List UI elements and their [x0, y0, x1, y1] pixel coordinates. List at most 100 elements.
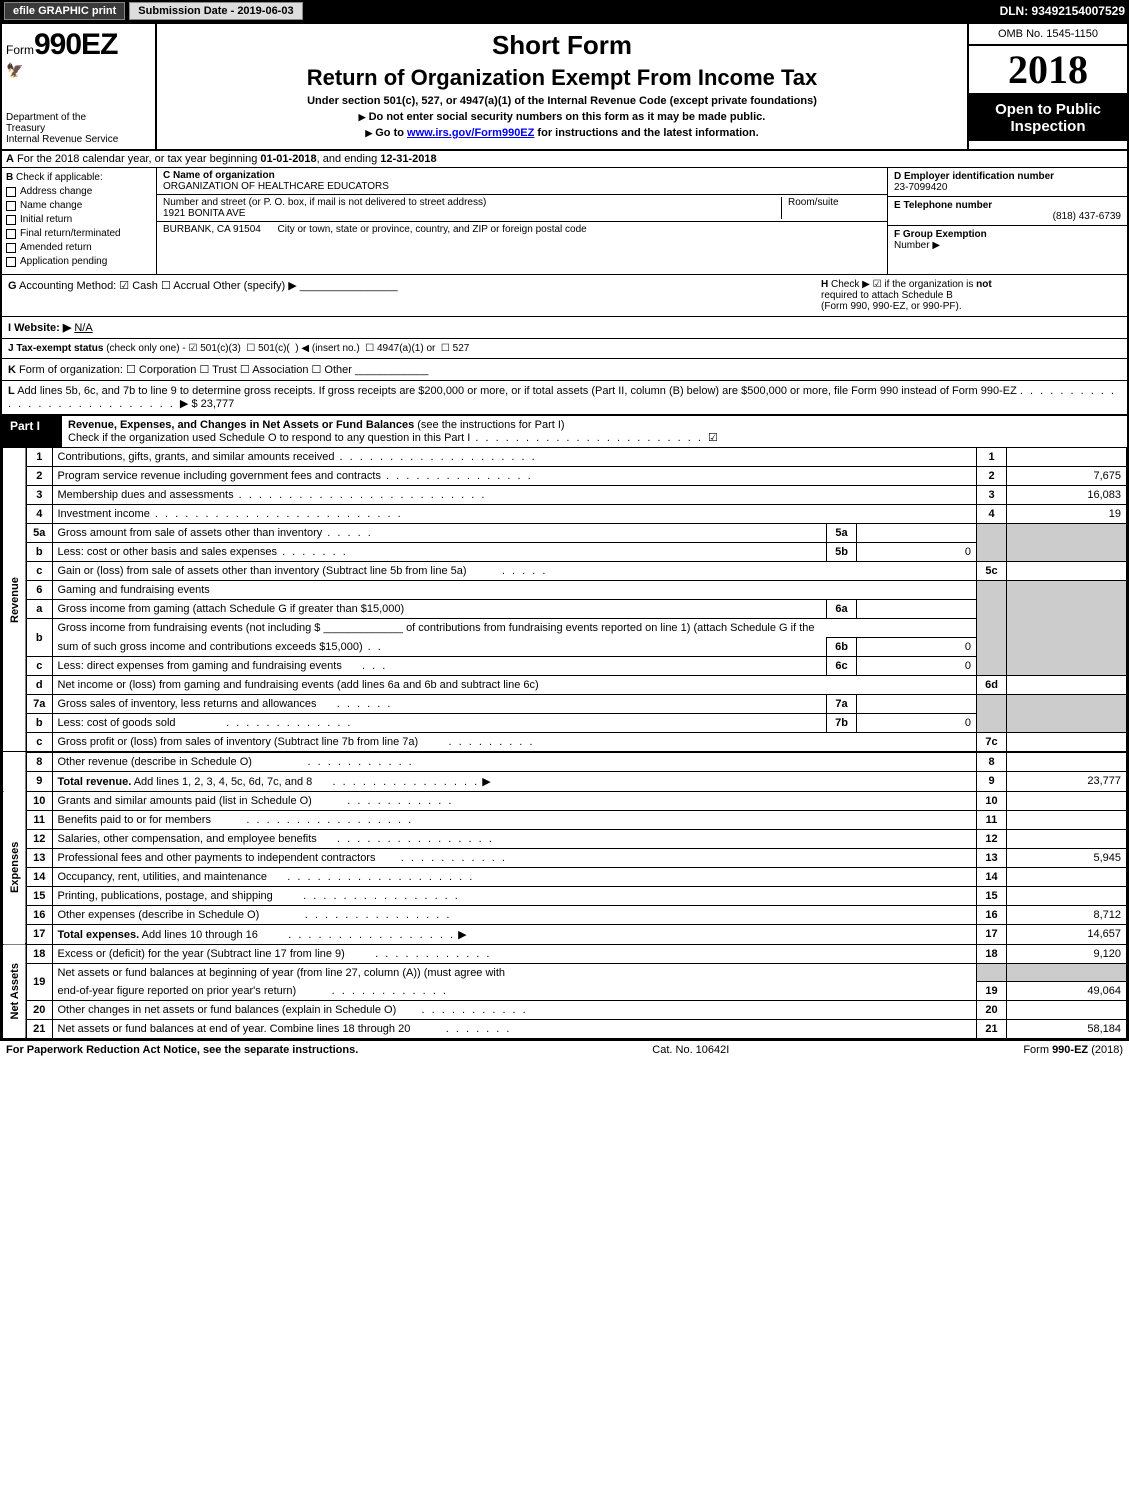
column-def: D Employer identification number 23-7099… — [887, 168, 1127, 274]
line-15-num: 15 — [26, 886, 52, 905]
line-19-num: 19 — [26, 963, 52, 1001]
line-15-desc: Printing, publications, postage, and shi… — [58, 890, 273, 902]
line-17-rnum: 17 — [977, 924, 1007, 944]
line-14-desc: Occupancy, rent, utilities, and maintena… — [58, 871, 268, 883]
line-5a-num: 5a — [26, 524, 52, 543]
checkbox-application-pending[interactable] — [6, 257, 16, 267]
header-left: Form990EZ 🦅 Department of the Treasury I… — [2, 24, 157, 149]
line-7b-num: b — [26, 714, 52, 733]
privacy-notice: Do not enter social security numbers on … — [167, 111, 957, 123]
tax-year-end: 12-31-2018 — [380, 153, 436, 165]
row-a: A For the 2018 calendar year, or tax yea… — [2, 151, 1127, 168]
part-1-title: Revenue, Expenses, and Changes in Net As… — [68, 419, 414, 431]
line-21-rnum: 21 — [977, 1020, 1007, 1039]
line-5b-mv: 0 — [857, 543, 977, 562]
shade-6-val — [1007, 581, 1127, 676]
label-b: B — [6, 172, 13, 183]
line-6c-mn: 6c — [827, 657, 857, 676]
line-14-val — [1007, 867, 1127, 886]
line-10-num: 10 — [26, 791, 52, 810]
form-header: Form990EZ 🦅 Department of the Treasury I… — [2, 24, 1127, 151]
h-not: not — [976, 279, 992, 290]
c-name-label: C Name of organization — [163, 170, 881, 181]
part-1-check-line: Check if the organization used Schedule … — [68, 432, 470, 444]
form-of-organization: Form of organization: ☐ Corporation ☐ Tr… — [19, 364, 352, 376]
line-16-val: 8,712 — [1007, 905, 1127, 924]
line-6b-desc2: of contributions from fundraising events… — [406, 622, 814, 634]
label-h: H — [821, 279, 828, 290]
phone-value: (818) 437-6739 — [894, 211, 1121, 222]
line-6a-mn: 6a — [827, 600, 857, 619]
line-17-num: 17 — [26, 924, 52, 944]
column-c: C Name of organization ORGANIZATION OF H… — [157, 168, 887, 274]
line-4-num: 4 — [26, 505, 52, 524]
under-section: Under section 501(c), 527, or 4947(a)(1)… — [167, 95, 957, 107]
row-gh: G Accounting Method: ☑ Cash ☐ Accrual Ot… — [2, 275, 1127, 317]
row-j: J Tax-exempt status Tax-exempt status (c… — [2, 339, 1127, 359]
sidebar-revenue: Revenue — [3, 448, 27, 752]
line-7b-mn: 7b — [827, 714, 857, 733]
line-6-num: 6 — [26, 581, 52, 600]
part-1-title-rest: (see the instructions for Part I) — [414, 419, 564, 431]
row-k: K Form of organization: ☐ Corporation ☐ … — [2, 359, 1127, 381]
line-1-num: 1 — [26, 448, 52, 467]
line-19-desc2: end-of-year figure reported on prior yea… — [58, 985, 297, 997]
footer-form-year: (2018) — [1088, 1044, 1123, 1056]
shade-7ab-val — [1007, 695, 1127, 733]
checkbox-initial-return[interactable] — [6, 215, 16, 225]
line-6b-mn: 6b — [827, 638, 857, 657]
line-16-rnum: 16 — [977, 905, 1007, 924]
row-l: L Add lines 5b, 6c, and 7b to line 9 to … — [2, 381, 1127, 416]
checkbox-amended-return[interactable] — [6, 243, 16, 253]
accounting-method-label: Accounting Method: — [19, 280, 116, 292]
line-6d-val — [1007, 676, 1127, 695]
group-exemption-number-label: Number — [894, 240, 930, 251]
line-11-desc: Benefits paid to or for members — [58, 814, 211, 826]
line-9-val: 23,777 — [1007, 771, 1127, 791]
line-6b-num: b — [26, 619, 52, 657]
line-8-desc: Other revenue (describe in Schedule O) — [58, 756, 252, 768]
line-14-num: 14 — [26, 867, 52, 886]
line-21-num: 21 — [26, 1020, 52, 1039]
line-6b-desc3: sum of such gross income and contributio… — [58, 641, 363, 653]
print-button[interactable]: efile GRAPHIC print — [4, 2, 125, 20]
dept-line-3: Internal Revenue Service — [6, 134, 151, 145]
lbl-final-return: Final return/terminated — [20, 228, 121, 239]
part-1-label: Part I — [2, 416, 62, 447]
city-label: City or town, state or province, country… — [278, 224, 587, 235]
line-8-val — [1007, 752, 1127, 771]
line-7a-mn: 7a — [827, 695, 857, 714]
line-7c-rnum: 7c — [977, 733, 1007, 752]
line-5a-mv — [857, 524, 977, 543]
checkbox-name-change[interactable] — [6, 201, 16, 211]
phone-label: E Telephone number — [894, 200, 1121, 211]
line-18-rnum: 18 — [977, 944, 1007, 963]
line-19-rnum: 19 — [977, 982, 1007, 1001]
irs-link[interactable]: www.irs.gov/Form990EZ — [407, 127, 534, 139]
line-15-rnum: 15 — [977, 886, 1007, 905]
line-2-val: 7,675 — [1007, 467, 1127, 486]
sidebar-revenue-cont — [3, 752, 27, 791]
line-3-desc: Membership dues and assessments — [58, 489, 234, 501]
dept-line-2: Treasury — [6, 123, 151, 134]
line-18-val: 9,120 — [1007, 944, 1127, 963]
line-7b-desc: Less: cost of goods sold — [58, 717, 176, 729]
tax-year: 2018 — [969, 46, 1127, 95]
label-g: G — [8, 280, 17, 292]
line-16-desc: Other expenses (describe in Schedule O) — [58, 909, 260, 921]
line-6a-desc: Gross income from gaming (attach Schedul… — [52, 600, 827, 619]
checkbox-final-return[interactable] — [6, 229, 16, 239]
label-a: A — [6, 153, 14, 165]
line-4-val: 19 — [1007, 505, 1127, 524]
footer-left: For Paperwork Reduction Act Notice, see … — [6, 1044, 358, 1056]
line-2-rnum: 2 — [977, 467, 1007, 486]
shade-5ab — [977, 524, 1007, 562]
label-l: L — [8, 385, 15, 397]
lbl-address-change: Address change — [20, 186, 92, 197]
line-5b-desc: Less: cost or other basis and sales expe… — [58, 546, 278, 558]
line-13-rnum: 13 — [977, 848, 1007, 867]
checkbox-address-change[interactable] — [6, 187, 16, 197]
label-k: K — [8, 364, 16, 376]
line-8-rnum: 8 — [977, 752, 1007, 771]
line-18-desc: Excess or (deficit) for the year (Subtra… — [58, 948, 345, 960]
